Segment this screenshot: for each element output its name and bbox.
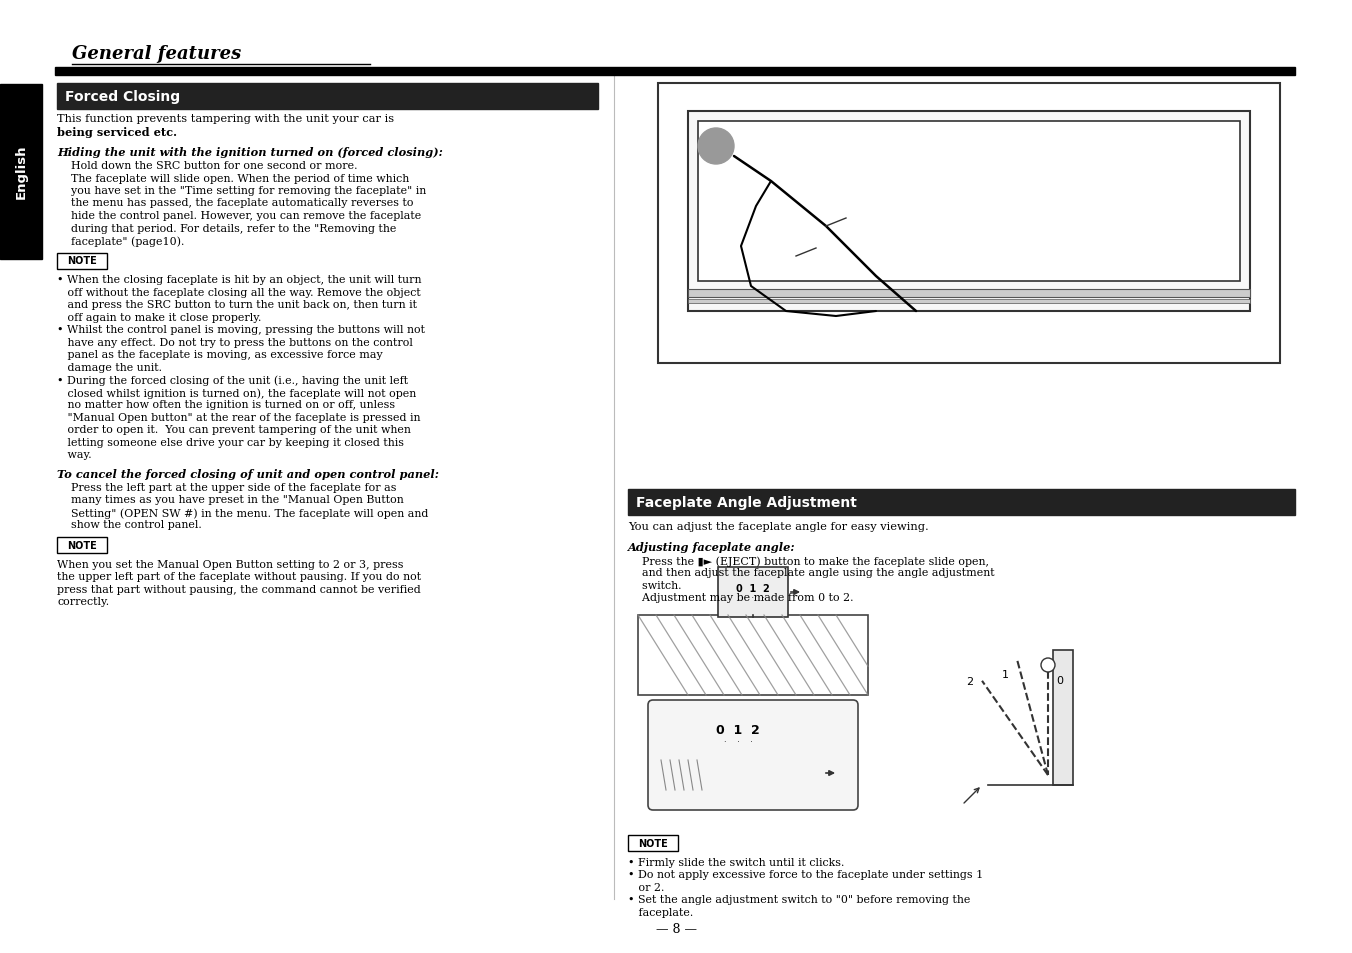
- Bar: [698, 122, 1240, 282]
- Text: switch.: switch.: [627, 580, 681, 590]
- Text: panel as the faceplate is moving, as excessive force may: panel as the faceplate is moving, as exc…: [57, 350, 383, 360]
- Text: The faceplate will slide open. When the period of time which: The faceplate will slide open. When the …: [57, 173, 410, 183]
- Circle shape: [698, 129, 734, 165]
- Text: When you set the Manual Open Button setting to 2 or 3, press: When you set the Manual Open Button sett…: [57, 559, 403, 569]
- Text: faceplate" (page10).: faceplate" (page10).: [57, 235, 184, 246]
- Text: the menu has passed, the faceplate automatically reverses to: the menu has passed, the faceplate autom…: [57, 198, 414, 209]
- Text: Hold down the SRC button for one second or more.: Hold down the SRC button for one second …: [57, 161, 357, 171]
- Text: you have set in the "Time setting for removing the faceplate" in: you have set in the "Time setting for re…: [57, 186, 426, 195]
- Text: Press the ▮► (EJECT) button to make the faceplate slide open,: Press the ▮► (EJECT) button to make the …: [627, 556, 990, 566]
- Text: faceplate.: faceplate.: [627, 907, 694, 917]
- Text: • Firmly slide the switch until it clicks.: • Firmly slide the switch until it click…: [627, 857, 845, 867]
- Text: NOTE: NOTE: [68, 540, 97, 551]
- Text: • During the forced closing of the unit (i.e., having the unit left: • During the forced closing of the unit …: [57, 375, 408, 386]
- Text: show the control panel.: show the control panel.: [57, 520, 201, 530]
- Text: Faceplate Angle Adjustment: Faceplate Angle Adjustment: [635, 496, 857, 510]
- Text: during that period. For details, refer to the "Removing the: during that period. For details, refer t…: [57, 223, 396, 233]
- Text: have any effect. Do not try to press the buttons on the control: have any effect. Do not try to press the…: [57, 337, 412, 348]
- Text: many times as you have preset in the "Manual Open Button: many times as you have preset in the "Ma…: [57, 495, 404, 505]
- Text: • When the closing faceplate is hit by an object, the unit will turn: • When the closing faceplate is hit by a…: [57, 275, 422, 285]
- Text: Setting" (OPEN SW #) in the menu. The faceplate will open and: Setting" (OPEN SW #) in the menu. The fa…: [57, 507, 429, 518]
- Text: General features: General features: [72, 45, 241, 63]
- Bar: [1053, 650, 1073, 785]
- Text: the upper left part of the faceplate without pausing. If you do not: the upper left part of the faceplate wit…: [57, 572, 420, 582]
- Text: and press the SRC button to turn the unit back on, then turn it: and press the SRC button to turn the uni…: [57, 300, 416, 310]
- Text: hide the control panel. However, you can remove the faceplate: hide the control panel. However, you can…: [57, 211, 422, 221]
- Text: off again to make it close properly.: off again to make it close properly.: [57, 313, 261, 323]
- Bar: [57, 253, 107, 269]
- Text: 0: 0: [1056, 676, 1064, 685]
- Bar: [658, 84, 1280, 364]
- Bar: [57, 84, 598, 110]
- Bar: [55, 68, 1295, 76]
- FancyBboxPatch shape: [648, 700, 859, 810]
- Bar: [688, 299, 1251, 304]
- Text: English: English: [15, 145, 27, 199]
- Text: You can adjust the faceplate angle for easy viewing.: You can adjust the faceplate angle for e…: [627, 521, 929, 532]
- Text: correctly.: correctly.: [57, 597, 110, 607]
- Text: Adjustment may be made from 0 to 2.: Adjustment may be made from 0 to 2.: [627, 593, 853, 603]
- Text: NOTE: NOTE: [68, 256, 97, 266]
- Bar: [688, 290, 1251, 297]
- Text: press that part without pausing, the command cannot be verified: press that part without pausing, the com…: [57, 584, 420, 595]
- Bar: [718, 567, 788, 618]
- Text: closed whilst ignition is turned on), the faceplate will not open: closed whilst ignition is turned on), th…: [57, 388, 416, 398]
- Text: • Set the angle adjustment switch to "0" before removing the: • Set the angle adjustment switch to "0"…: [627, 895, 971, 904]
- Text: off without the faceplate closing all the way. Remove the object: off without the faceplate closing all th…: [57, 288, 420, 297]
- Text: • Whilst the control panel is moving, pressing the buttons will not: • Whilst the control panel is moving, pr…: [57, 325, 425, 335]
- Text: no matter how often the ignition is turned on or off, unless: no matter how often the ignition is turn…: [57, 400, 395, 410]
- Text: • Do not apply excessive force to the faceplate under settings 1: • Do not apply excessive force to the fa…: [627, 869, 983, 880]
- Circle shape: [1041, 659, 1055, 672]
- Text: order to open it.  You can prevent tampering of the unit when: order to open it. You can prevent tamper…: [57, 425, 411, 435]
- Text: 0  1  2: 0 1 2: [735, 583, 769, 594]
- Text: damage the unit.: damage the unit.: [57, 363, 162, 373]
- Bar: [627, 835, 677, 851]
- Text: being serviced etc.: being serviced etc.: [57, 127, 177, 138]
- Bar: [0, 85, 42, 260]
- Text: 1: 1: [1002, 669, 1009, 679]
- Text: Hiding the unit with the ignition turned on (forced closing):: Hiding the unit with the ignition turned…: [57, 147, 443, 158]
- Text: This function prevents tampering with the unit your car is: This function prevents tampering with th…: [57, 113, 395, 124]
- Text: "Manual Open button" at the rear of the faceplate is pressed in: "Manual Open button" at the rear of the …: [57, 413, 420, 422]
- Text: letting someone else drive your car by keeping it closed this: letting someone else drive your car by k…: [57, 437, 404, 448]
- Bar: [638, 616, 868, 696]
- Text: — 8 —: — 8 —: [656, 923, 696, 936]
- Text: Press the left part at the upper side of the faceplate for as: Press the left part at the upper side of…: [57, 482, 396, 493]
- Text: or 2.: or 2.: [627, 882, 664, 892]
- Text: 2: 2: [967, 676, 973, 686]
- Text: NOTE: NOTE: [638, 838, 668, 848]
- Text: and then adjust the faceplate angle using the angle adjustment: and then adjust the faceplate angle usin…: [627, 568, 995, 578]
- Text: Forced Closing: Forced Closing: [65, 90, 180, 104]
- Text: 0  1  2: 0 1 2: [717, 723, 760, 737]
- Text: Adjusting faceplate angle:: Adjusting faceplate angle:: [627, 541, 795, 553]
- Bar: [627, 490, 1295, 516]
- Bar: [688, 112, 1251, 312]
- Bar: [57, 537, 107, 554]
- Text: To cancel the forced closing of unit and open control panel:: To cancel the forced closing of unit and…: [57, 469, 439, 479]
- Text: way.: way.: [57, 450, 92, 460]
- Text: ·    ·    ·: · · ·: [723, 738, 753, 747]
- Text: ·   ·   ·: · · ·: [741, 594, 765, 603]
